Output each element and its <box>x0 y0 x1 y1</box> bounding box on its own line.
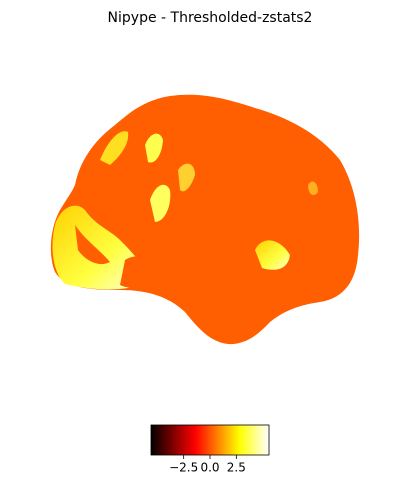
colorbar-tick-label: −2.5 <box>169 461 198 475</box>
chart-title: Nipype - Thresholded-zstats2 <box>108 10 313 26</box>
activation <box>52 205 144 290</box>
activation <box>100 131 129 165</box>
activation <box>255 240 290 270</box>
colorbar-tick-label: 0.0 <box>200 461 219 475</box>
surface-patch <box>120 256 165 289</box>
activation <box>145 133 163 163</box>
activation <box>150 184 171 222</box>
colorbar-tick-label: 2.5 <box>227 461 246 475</box>
brain-surface <box>50 94 360 345</box>
colorbar <box>150 424 270 456</box>
activation <box>308 181 318 196</box>
surface-patch <box>75 225 110 265</box>
brain-silhouette <box>50 94 360 345</box>
activation <box>178 163 195 192</box>
